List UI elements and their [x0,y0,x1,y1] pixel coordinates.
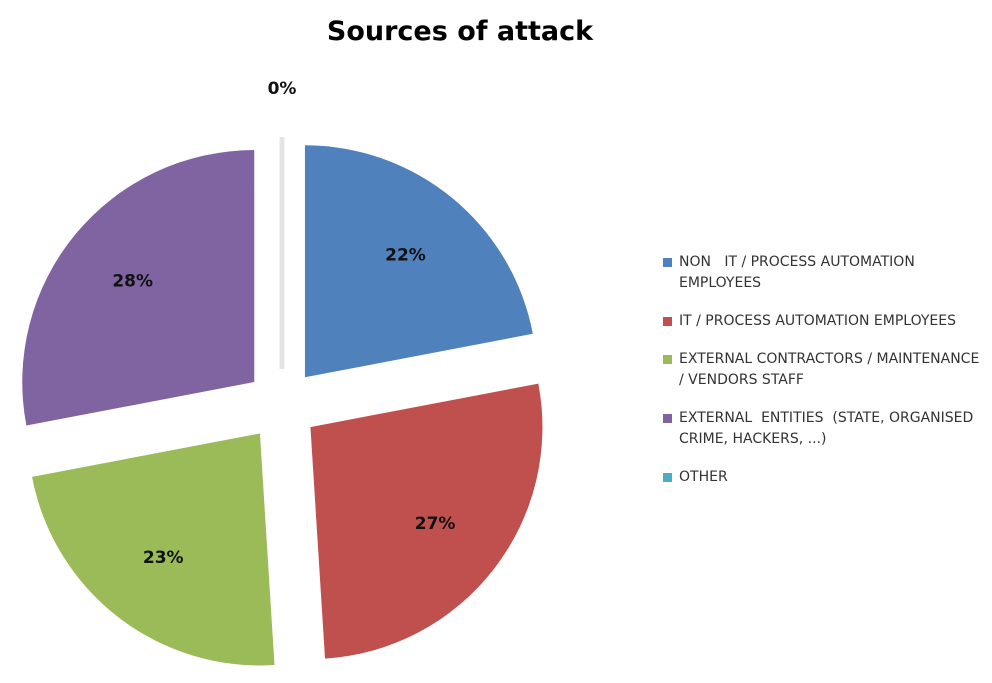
data-label: 23% [143,548,184,568]
legend-item: EXTERNAL ENTITIES (STATE, ORGANISED CRIM… [663,408,983,450]
legend-label: EXTERNAL ENTITIES (STATE, ORGANISED CRIM… [679,410,978,447]
legend-swatch [663,355,672,364]
legend-item: EXTERNAL CONTRACTORS / MAINTENANCE / VEN… [663,349,983,391]
chart-title: Sources of attack [327,16,594,47]
legend-label: NON IT / PROCESS AUTOMATION EMPLOYEES [679,254,920,291]
legend-item: IT / PROCESS AUTOMATION EMPLOYEES [663,311,983,332]
legend-label: EXTERNAL CONTRACTORS / MAINTENANCE / VEN… [679,351,984,388]
legend-swatch [663,317,672,326]
pie-slice [304,145,533,378]
data-label: 27% [415,514,456,534]
legend: NON IT / PROCESS AUTOMATION EMPLOYEES IT … [663,252,983,505]
legend-label: IT / PROCESS AUTOMATION EMPLOYEES [679,313,956,329]
legend-swatch [663,414,672,423]
legend-swatch [663,473,672,482]
pie-slice [310,383,543,659]
legend-item: NON IT / PROCESS AUTOMATION EMPLOYEES [663,252,983,294]
legend-swatch [663,258,672,267]
data-label: 22% [385,246,426,266]
data-label: 0% [268,79,297,99]
legend-item: OTHER [663,467,983,488]
data-label: 28% [112,271,153,291]
pie-slice [22,150,255,426]
legend-label: OTHER [679,469,728,485]
pie-slice [32,433,275,666]
